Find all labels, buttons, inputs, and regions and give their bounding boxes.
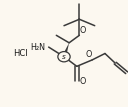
- Text: O: O: [85, 50, 92, 59]
- Polygon shape: [62, 43, 69, 57]
- Circle shape: [58, 52, 70, 62]
- Text: H₂N: H₂N: [30, 43, 45, 52]
- Text: s: s: [62, 54, 66, 60]
- Text: HCl: HCl: [13, 49, 27, 58]
- Text: O: O: [80, 26, 86, 35]
- Text: O: O: [79, 77, 86, 86]
